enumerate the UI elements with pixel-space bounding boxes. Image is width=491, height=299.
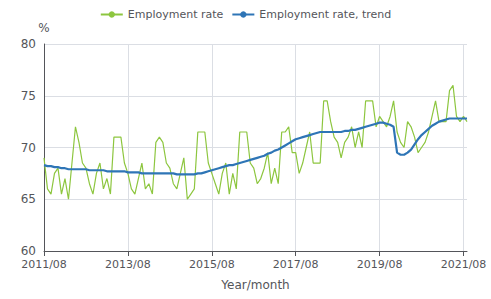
svg-text:2017/08: 2017/08 — [273, 258, 319, 271]
svg-text:65: 65 — [21, 192, 36, 206]
svg-text:Year/month: Year/month — [220, 278, 289, 292]
svg-text:Employment rate: Employment rate — [128, 8, 224, 21]
svg-text:2013/08: 2013/08 — [105, 258, 151, 271]
svg-text:2021/08: 2021/08 — [441, 258, 487, 271]
svg-text:2015/08: 2015/08 — [189, 258, 235, 271]
svg-text:75: 75 — [21, 89, 36, 103]
svg-text:Employment rate, trend: Employment rate, trend — [259, 8, 391, 21]
svg-text:70: 70 — [21, 141, 36, 155]
svg-text:2019/08: 2019/08 — [357, 258, 403, 271]
svg-text:%: % — [38, 21, 49, 35]
svg-text:60: 60 — [21, 244, 36, 258]
svg-text:80: 80 — [21, 37, 36, 51]
svg-text:2011/08: 2011/08 — [21, 258, 67, 271]
